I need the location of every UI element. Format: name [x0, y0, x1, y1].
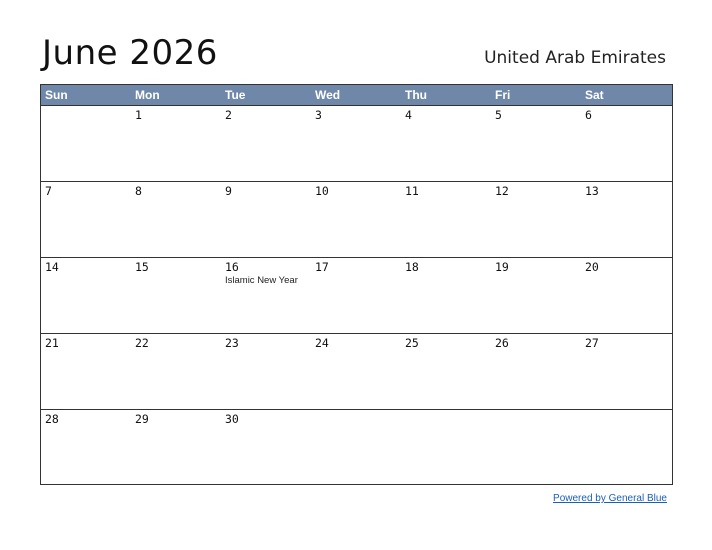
day-cell: 5 [491, 106, 581, 181]
day-cell: 30 [221, 410, 311, 485]
day-cell: 4 [401, 106, 491, 181]
day-cell: 12 [491, 182, 581, 257]
day-cell: 15 [131, 258, 221, 333]
day-cell: 10 [311, 182, 401, 257]
day-number: 20 [585, 260, 599, 274]
day-cell [41, 106, 131, 181]
day-number: 30 [225, 412, 239, 426]
day-cell: 11 [401, 182, 491, 257]
day-number: 8 [135, 184, 142, 198]
day-cell: 7 [41, 182, 131, 257]
day-number: 4 [405, 108, 412, 122]
weekday-header-fri: Fri [495, 88, 511, 102]
day-cell: 2 [221, 106, 311, 181]
weekday-header-row: Sun Mon Tue Wed Thu Fri Sat [41, 85, 672, 106]
day-cell: 14 [41, 258, 131, 333]
day-number: 9 [225, 184, 232, 198]
calendar-grid: Sun Mon Tue Wed Thu Fri Sat 1 2 3 4 5 6 7 8 9 10 11 12 13 1… [40, 84, 673, 485]
day-number: 28 [45, 412, 59, 426]
day-number: 13 [585, 184, 599, 198]
day-number: 24 [315, 336, 329, 350]
powered-by-link[interactable]: Powered by General Blue [553, 493, 667, 504]
day-number: 22 [135, 336, 149, 350]
day-number: 25 [405, 336, 419, 350]
day-cell: 29 [131, 410, 221, 485]
day-cell: 19 [491, 258, 581, 333]
day-number: 19 [495, 260, 509, 274]
holiday-label: Islamic New Year [225, 275, 298, 286]
day-cell: 25 [401, 334, 491, 409]
week-row: 28 29 30 [41, 410, 672, 486]
day-number: 27 [585, 336, 599, 350]
weekday-header-thu: Thu [405, 88, 427, 102]
day-number: 23 [225, 336, 239, 350]
country-label: United Arab Emirates [484, 48, 666, 68]
day-cell: 26 [491, 334, 581, 409]
day-number: 15 [135, 260, 149, 274]
weekday-header-sun: Sun [45, 88, 68, 102]
day-cell: 18 [401, 258, 491, 333]
day-cell [311, 410, 401, 485]
weekday-header-tue: Tue [225, 88, 246, 102]
day-number: 14 [45, 260, 59, 274]
day-number: 11 [405, 184, 419, 198]
day-cell [491, 410, 581, 485]
week-row: 21 22 23 24 25 26 27 [41, 334, 672, 410]
day-number: 3 [315, 108, 322, 122]
day-cell [401, 410, 491, 485]
day-cell: 1 [131, 106, 221, 181]
day-number: 21 [45, 336, 59, 350]
day-cell: 6 [581, 106, 671, 181]
day-cell: 23 [221, 334, 311, 409]
day-cell: 28 [41, 410, 131, 485]
weekday-header-wed: Wed [315, 88, 341, 102]
day-cell: 13 [581, 182, 671, 257]
day-cell: 8 [131, 182, 221, 257]
weekday-header-mon: Mon [135, 88, 160, 102]
day-number: 12 [495, 184, 509, 198]
day-cell: 21 [41, 334, 131, 409]
day-number: 1 [135, 108, 142, 122]
day-cell: 24 [311, 334, 401, 409]
week-row: 1 2 3 4 5 6 [41, 106, 672, 182]
day-cell: 27 [581, 334, 671, 409]
weekday-header-sat: Sat [585, 88, 604, 102]
week-row: 7 8 9 10 11 12 13 [41, 182, 672, 258]
day-cell: 3 [311, 106, 401, 181]
day-number: 17 [315, 260, 329, 274]
day-number: 29 [135, 412, 149, 426]
day-cell: 16 Islamic New Year [221, 258, 311, 333]
day-cell [581, 410, 671, 485]
day-cell: 9 [221, 182, 311, 257]
day-number: 5 [495, 108, 502, 122]
day-number: 16 [225, 260, 239, 274]
day-number: 7 [45, 184, 52, 198]
day-number: 26 [495, 336, 509, 350]
week-row: 14 15 16 Islamic New Year 17 18 19 20 [41, 258, 672, 334]
day-number: 6 [585, 108, 592, 122]
day-number: 2 [225, 108, 232, 122]
day-number: 18 [405, 260, 419, 274]
day-cell: 20 [581, 258, 671, 333]
page-title: June 2026 [42, 33, 218, 73]
day-cell: 17 [311, 258, 401, 333]
day-cell: 22 [131, 334, 221, 409]
day-number: 10 [315, 184, 329, 198]
